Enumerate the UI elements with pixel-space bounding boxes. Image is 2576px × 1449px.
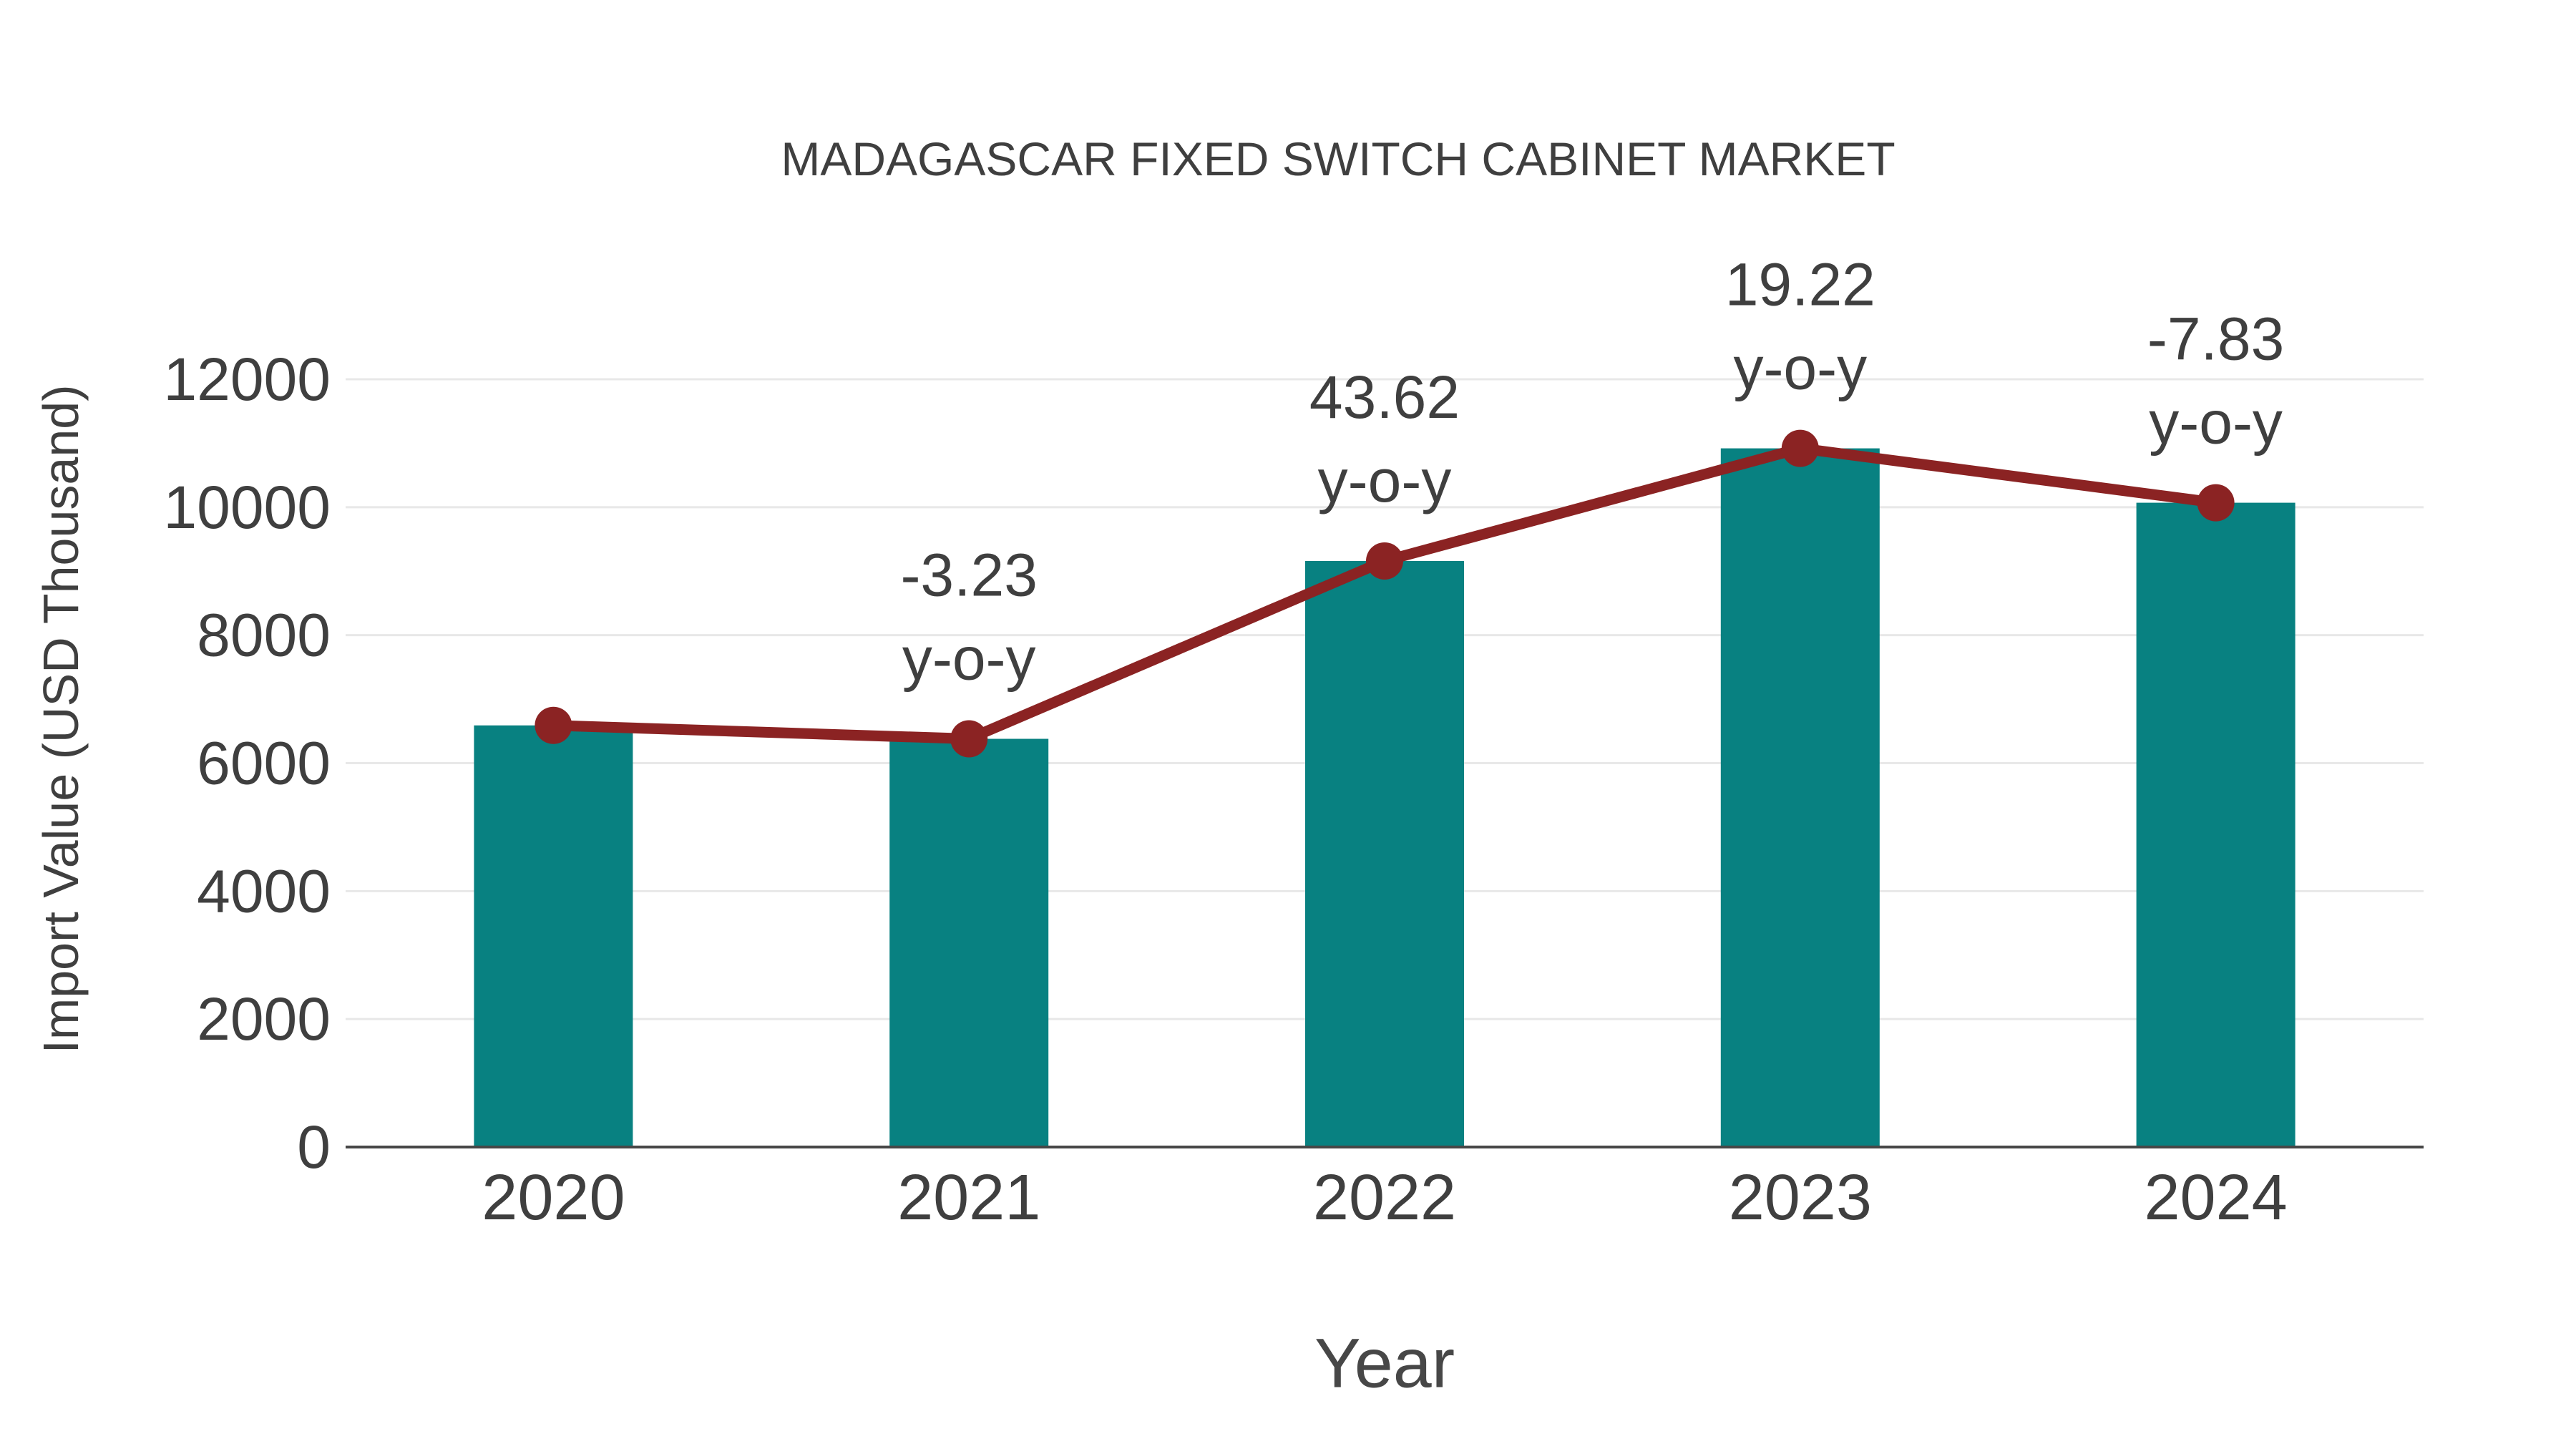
x-axis-ticks: 2020 2021 2022 2023 2024 — [482, 1162, 2287, 1234]
y-tick-label: 2000 — [197, 985, 331, 1053]
annotation-suffix-2024: y-o-y — [2149, 389, 2283, 457]
annotation-value-2022: 43.62 — [1309, 364, 1460, 431]
bar-2021 — [889, 738, 1049, 1147]
bar-2024 — [2136, 502, 2296, 1147]
x-tick-label: 2022 — [1313, 1162, 1456, 1234]
trend-marker-2020 — [535, 706, 572, 744]
annotation-value-2023: 19.22 — [1725, 251, 1875, 318]
y-axis-ticks: 0 2000 4000 6000 8000 10000 12000 — [163, 346, 331, 1181]
y-tick-label: 10000 — [163, 474, 331, 541]
y-tick-label: 12000 — [163, 346, 331, 413]
y-tick-label: 4000 — [197, 857, 331, 924]
chart-title: MADAGASCAR FIXED SWITCH CABINET MARKET — [781, 132, 1895, 185]
x-tick-label: 2024 — [2144, 1162, 2287, 1234]
annotation-value-2024: -7.83 — [2147, 306, 2284, 373]
annotation-value-2021: -3.23 — [900, 542, 1037, 609]
trend-marker-2024 — [2197, 484, 2235, 522]
trend-marker-2021 — [950, 720, 988, 758]
bar-series — [474, 448, 2296, 1147]
bar-2022 — [1305, 560, 1464, 1147]
y-axis-title: Import Value (USD Thousand) — [33, 384, 89, 1053]
x-tick-label: 2021 — [897, 1162, 1040, 1234]
annotation-suffix-2021: y-o-y — [902, 625, 1036, 693]
y-tick-label: 6000 — [197, 730, 331, 797]
x-tick-label: 2020 — [482, 1162, 625, 1234]
bar-2023 — [1720, 448, 1880, 1147]
line-series — [535, 429, 2235, 758]
trend-marker-2023 — [1781, 429, 1819, 467]
y-tick-label: 0 — [297, 1113, 331, 1181]
bar-2020 — [474, 725, 633, 1147]
x-tick-label: 2023 — [1729, 1162, 1872, 1234]
annotation-suffix-2022: y-o-y — [1318, 447, 1452, 514]
annotation-suffix-2023: y-o-y — [1733, 335, 1867, 402]
annotations: -3.23 y-o-y 43.62 y-o-y 19.22 y-o-y -7.83 y-o-y — [900, 251, 2284, 693]
y-tick-label: 8000 — [197, 602, 331, 669]
x-axis-title: Year — [1314, 1324, 1455, 1402]
trend-marker-2022 — [1366, 542, 1403, 580]
